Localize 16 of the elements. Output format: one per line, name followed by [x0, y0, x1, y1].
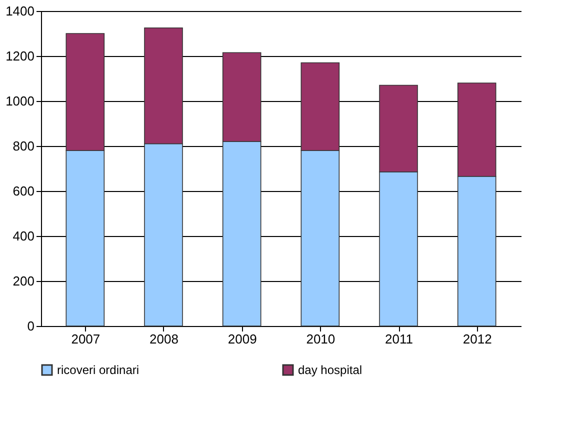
x-tick-label: 2012 [462, 332, 492, 346]
legend-label: day hospital [298, 363, 362, 377]
x-tick-label: 2010 [306, 332, 336, 346]
y-tick-label: 200 [12, 274, 34, 288]
y-tick-label: 400 [12, 228, 34, 244]
y-tick-label: 0 [27, 318, 34, 334]
legend-label: ricoveri ordinari [57, 363, 140, 377]
x-tick-label: 2011 [385, 332, 413, 346]
y-tick-label: 1400 [6, 4, 34, 18]
y-tick-label: 1000 [6, 94, 34, 108]
x-tick-label: 2008 [150, 332, 178, 346]
x-tick-label: 2007 [71, 332, 100, 346]
x-tick-label: 2009 [228, 332, 257, 346]
y-tick-label: 1200 [6, 48, 34, 64]
y-tick-label: 600 [12, 184, 34, 198]
y-tick-label: 800 [12, 138, 34, 154]
